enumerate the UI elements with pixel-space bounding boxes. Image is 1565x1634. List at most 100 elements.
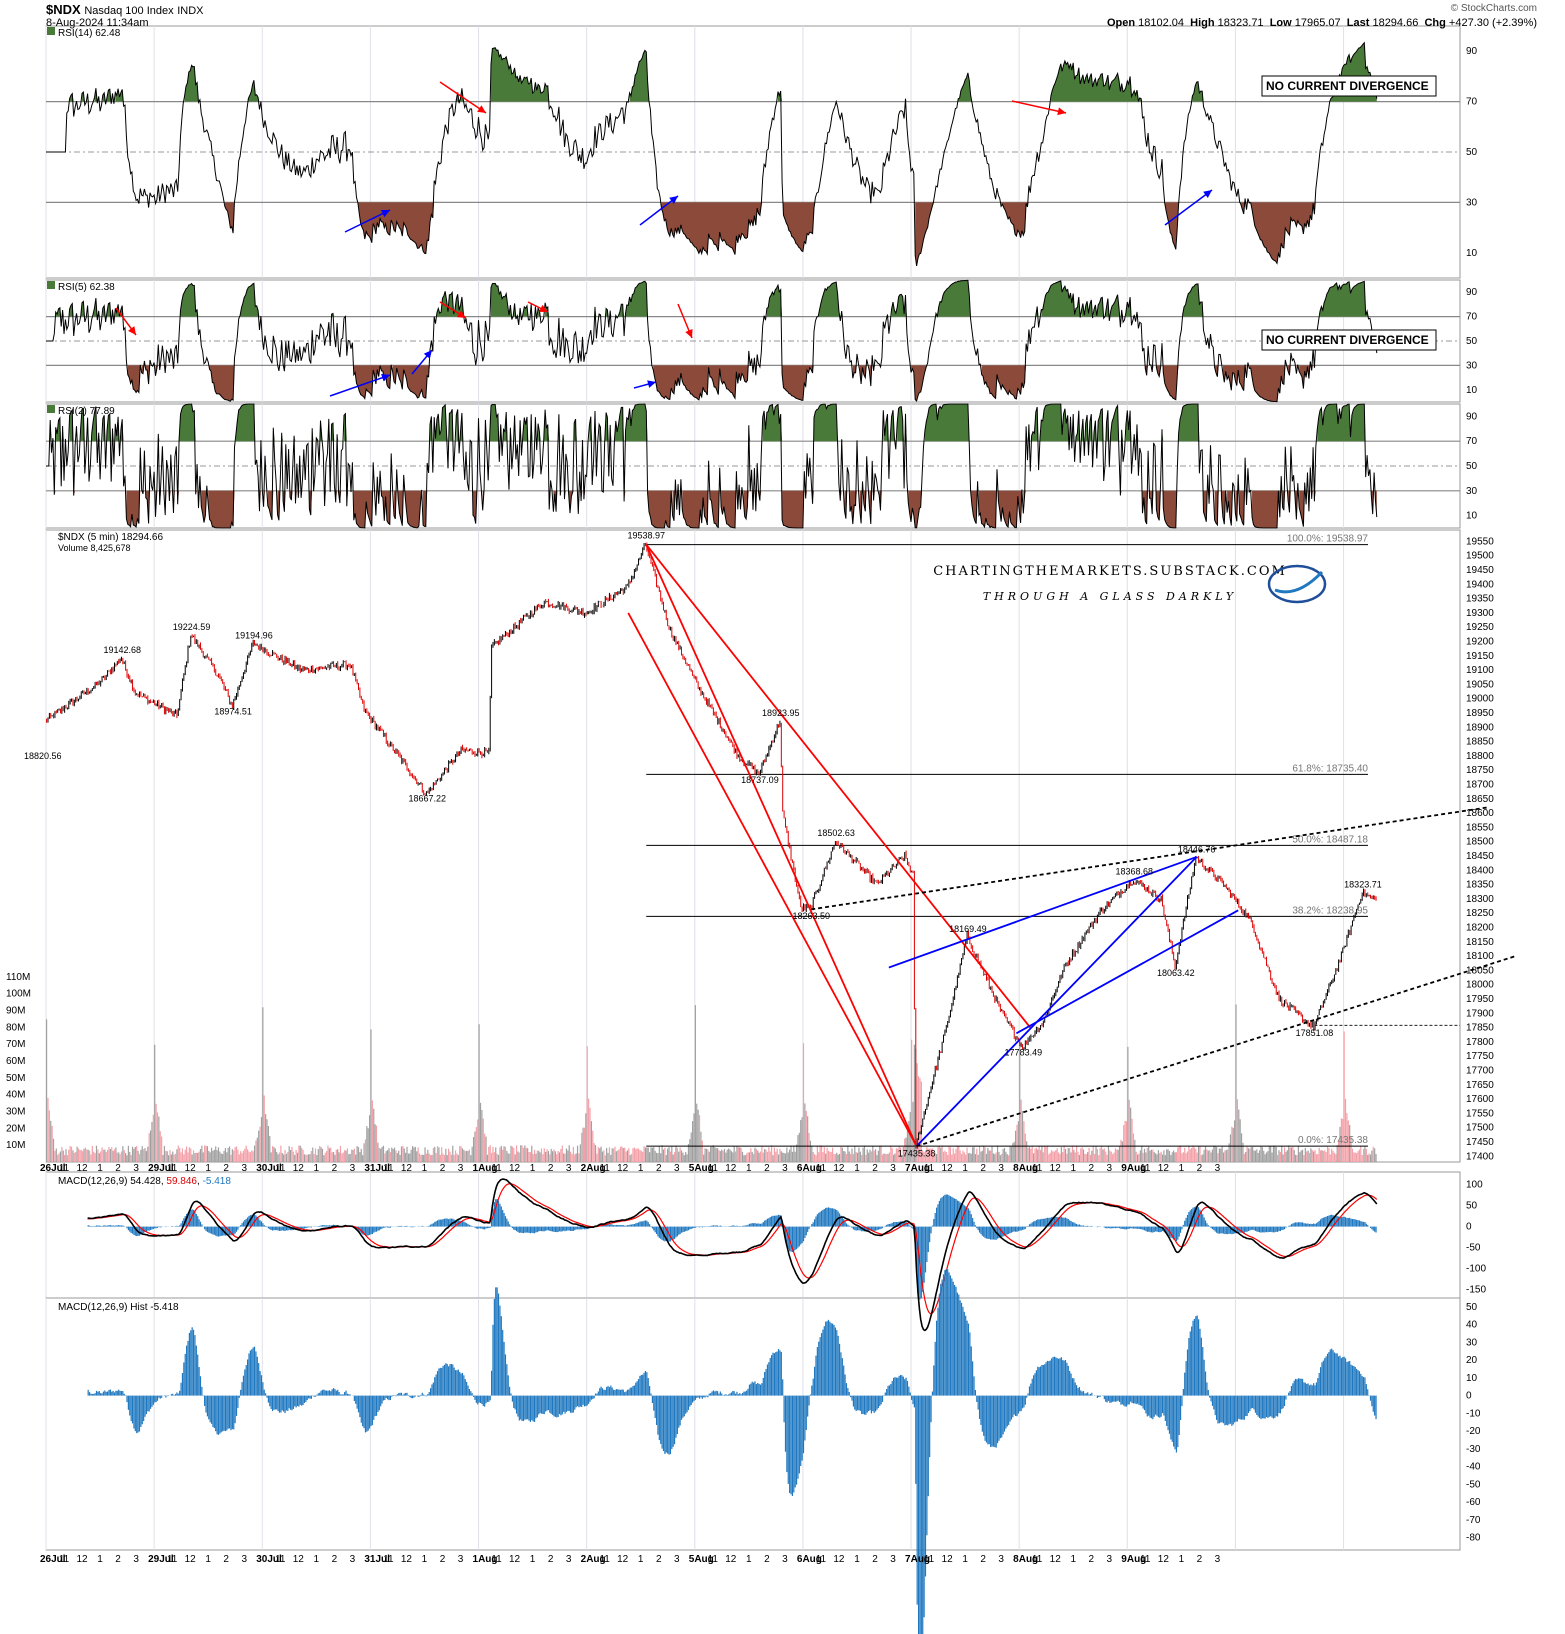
- volume-bar: [894, 1153, 896, 1162]
- macd-area-bar: [869, 1226, 871, 1231]
- histogram-bar: [1236, 1395, 1239, 1422]
- volume-bar: [97, 1149, 99, 1162]
- histogram-bar: [658, 1395, 660, 1441]
- volume-bar: [962, 1150, 964, 1162]
- volume-bar: [661, 1145, 663, 1162]
- histogram-bar: [1048, 1361, 1050, 1396]
- histogram-bar: [1037, 1366, 1039, 1396]
- volume-bar: [226, 1152, 228, 1162]
- macd-area-bar: [176, 1225, 178, 1227]
- histogram-bar: [281, 1395, 283, 1411]
- volume-bar: [728, 1148, 730, 1162]
- volume-bar: [653, 1146, 655, 1162]
- volume-bar: [281, 1152, 283, 1162]
- histogram-bar: [895, 1377, 897, 1396]
- volume-bar: [772, 1155, 774, 1162]
- macd-area-bar: [1207, 1225, 1209, 1227]
- legend-swatch: [47, 405, 55, 413]
- volume-bar: [429, 1155, 432, 1162]
- volume-bar: [985, 1153, 988, 1162]
- volume-bar: [719, 1151, 721, 1162]
- macd-area-bar: [1035, 1220, 1037, 1227]
- histogram-bar: [856, 1395, 859, 1411]
- macd-area-bar: [126, 1226, 128, 1229]
- volume-bar: [172, 1151, 174, 1162]
- histogram-bar: [687, 1395, 690, 1410]
- volume-bar: [183, 1154, 185, 1162]
- volume-bar: [1057, 1152, 1060, 1162]
- macd-area-bar: [326, 1225, 328, 1227]
- macd-area-bar: [511, 1226, 513, 1229]
- volume-bar: [484, 1133, 486, 1162]
- histogram-bar: [902, 1376, 904, 1396]
- histogram-bar: [122, 1391, 124, 1396]
- x-tick-label: 11: [167, 1554, 178, 1565]
- volume-bar: [1367, 1154, 1369, 1162]
- histogram-bar: [608, 1387, 611, 1396]
- histogram-bar: [1222, 1395, 1225, 1424]
- volume-bar: [1131, 1118, 1133, 1162]
- low-value: 17965.07: [1294, 17, 1341, 29]
- volume-bar: [898, 1146, 900, 1162]
- volume-bar: [335, 1149, 337, 1162]
- histogram-bar: [1354, 1366, 1356, 1396]
- histogram-bar: [583, 1395, 586, 1407]
- macd-area-bar: [446, 1218, 448, 1227]
- volume-bar: [542, 1154, 544, 1162]
- volume-bar: [106, 1150, 109, 1162]
- x-tick-label: 2: [764, 1163, 770, 1174]
- histogram-bar: [147, 1395, 149, 1412]
- macd-area-bar: [1039, 1219, 1042, 1227]
- histogram-bar: [937, 1307, 939, 1396]
- volume-bar: [219, 1151, 221, 1162]
- histogram-bar: [208, 1395, 210, 1420]
- volume-bar: [1149, 1150, 1151, 1162]
- macd-area-bar: [431, 1223, 433, 1227]
- macd-area-bar: [255, 1215, 257, 1227]
- macd-area-bar: [1270, 1226, 1272, 1232]
- histogram-bar: [1364, 1377, 1366, 1396]
- exchange: INDX: [177, 5, 204, 17]
- x-tick-label: 12: [185, 1554, 197, 1565]
- volume-bar: [1118, 1146, 1121, 1162]
- macd-area-bar: [1218, 1226, 1220, 1234]
- histogram-bar: [1217, 1395, 1219, 1424]
- histogram-bar: [194, 1335, 196, 1396]
- x-tick-label: 5Aug: [689, 1554, 714, 1565]
- macd-area-bar: [772, 1215, 774, 1227]
- histogram-bar: [1250, 1395, 1252, 1409]
- macd-area-bar: [854, 1226, 856, 1231]
- histogram-bar: [779, 1350, 781, 1396]
- histogram-bar: [789, 1395, 791, 1494]
- histogram-bar: [771, 1355, 773, 1396]
- histogram-bar: [1311, 1385, 1313, 1396]
- volume-bar: [768, 1147, 770, 1162]
- volume-bar: [155, 1103, 157, 1162]
- histogram-bar: [1003, 1395, 1006, 1432]
- volume-bar: [456, 1153, 458, 1162]
- histogram-bar: [459, 1371, 461, 1396]
- volume-bar: [503, 1146, 505, 1162]
- x-tick-label: 2: [764, 1554, 770, 1565]
- histogram-bar: [1178, 1395, 1180, 1435]
- macd-area-bar: [466, 1223, 468, 1227]
- x-tick-label: 1: [854, 1554, 860, 1565]
- histogram-bar: [940, 1283, 942, 1396]
- volume-bar: [1146, 1147, 1148, 1162]
- histogram-bar: [884, 1392, 886, 1396]
- histogram-bar: [439, 1367, 441, 1396]
- macd-area-bar: [101, 1226, 103, 1227]
- histogram-bar: [144, 1395, 146, 1417]
- histogram-bar: [1153, 1395, 1155, 1417]
- macd-area-bar: [746, 1225, 748, 1227]
- volume-bar: [617, 1150, 619, 1162]
- macd-area-bar: [306, 1226, 308, 1228]
- volume-bar: [1278, 1150, 1280, 1162]
- volume-bar: [554, 1151, 556, 1162]
- macd-area-bar: [330, 1225, 332, 1227]
- volume-bar: [807, 1116, 809, 1162]
- macd-area-bar: [241, 1223, 243, 1227]
- histogram-bar: [967, 1323, 970, 1396]
- volume-bar: [1160, 1151, 1162, 1162]
- volume-bar: [367, 1128, 369, 1162]
